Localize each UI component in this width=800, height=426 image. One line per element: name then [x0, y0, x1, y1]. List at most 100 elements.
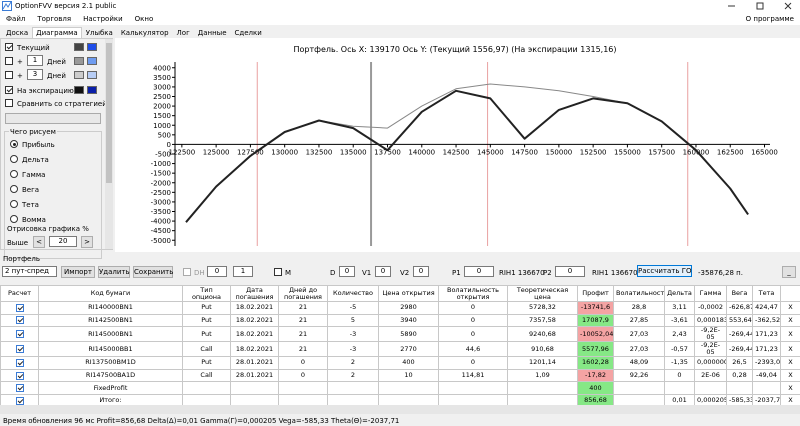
input[interactable]: 0: [375, 266, 391, 277]
delete-cell[interactable]: X: [780, 326, 800, 343]
checkbox[interactable]: [15, 345, 24, 354]
input[interactable]: 0: [413, 266, 429, 277]
checkbox[interactable]: [15, 316, 24, 325]
swatch[interactable]: [74, 71, 84, 79]
checkbox[interactable]: [5, 99, 13, 107]
swatch[interactable]: [74, 57, 84, 65]
x-tick-label: 130000: [271, 148, 298, 156]
decrement-button[interactable]: <: [33, 236, 45, 248]
swatch[interactable]: [87, 57, 97, 65]
checkbox[interactable]: [183, 268, 191, 276]
table-cell: 27,03: [613, 341, 665, 358]
checkbox[interactable]: [5, 71, 13, 79]
label: RIH1 136670: [592, 269, 638, 277]
swatch[interactable]: [87, 71, 97, 79]
radio-label: Дельта: [22, 156, 49, 164]
table-cell: 28.01.2021: [230, 368, 279, 383]
window-title: OptionFVV версия 2.1 public: [15, 2, 117, 10]
column-header: Теоретическая цена: [507, 285, 578, 302]
table-cell: [726, 381, 753, 395]
group-box: Чего рисуем Прибыль Дельта Гамма Вега Тета Во…: [4, 128, 102, 259]
checkbox[interactable]: [15, 384, 24, 393]
dh-input[interactable]: 1: [233, 266, 253, 277]
y-tick-label: -4500: [151, 227, 171, 235]
import-button[interactable]: Импорт: [61, 266, 95, 278]
table-cell: FixedProfit: [38, 381, 183, 395]
y-tick-label: 3500: [153, 74, 171, 82]
checkbox[interactable]: [5, 43, 13, 51]
profit-cell: 856,68: [577, 393, 614, 408]
checkbox[interactable]: [15, 303, 24, 312]
tab[interactable]: Данные: [197, 29, 227, 37]
h-scrollbar[interactable]: [0, 405, 800, 414]
checkbox[interactable]: [15, 330, 24, 339]
calc-cell: [0, 301, 39, 315]
checkbox[interactable]: [15, 358, 24, 367]
table-cell: 2,43: [664, 326, 695, 343]
tab[interactable]: Доска: [6, 29, 29, 37]
swatch[interactable]: [74, 43, 84, 51]
tab[interactable]: Сделки: [234, 29, 262, 37]
minimize-button[interactable]: _: [782, 266, 796, 278]
checkbox[interactable]: [15, 396, 24, 405]
table-cell: 28,8: [613, 301, 665, 315]
strategy-select[interactable]: 2 пут-спред: [2, 266, 57, 277]
window-controls[interactable]: [720, 0, 800, 12]
delete-cell[interactable]: X: [780, 381, 800, 395]
radio[interactable]: [10, 140, 18, 148]
menu-item[interactable]: Настройки: [83, 15, 123, 23]
scrollbar[interactable]: [105, 39, 113, 249]
increment-button[interactable]: >: [81, 236, 93, 248]
menu-item[interactable]: Файл: [6, 15, 26, 23]
tab[interactable]: Калькулятор: [120, 29, 169, 37]
radio[interactable]: [10, 215, 18, 223]
menu-item[interactable]: Торговля: [37, 15, 72, 23]
days-input[interactable]: 3: [27, 69, 43, 80]
swatch[interactable]: [87, 86, 97, 94]
table-cell: 7357,58: [507, 313, 578, 328]
menu-item[interactable]: Окно: [134, 15, 154, 23]
input[interactable]: 0: [339, 266, 355, 277]
radio[interactable]: [10, 200, 18, 208]
calc-cell: [0, 368, 39, 383]
tab[interactable]: Лог: [176, 29, 190, 37]
radio[interactable]: [10, 155, 18, 163]
delete-button[interactable]: Удалить: [98, 266, 130, 278]
delete-cell[interactable]: X: [780, 341, 800, 358]
table-cell: 18.02.2021: [230, 301, 279, 315]
strategy-dropdown[interactable]: [5, 113, 101, 124]
radio[interactable]: [10, 170, 18, 178]
save-button[interactable]: Сохранить: [133, 266, 174, 278]
table-cell: 10: [378, 368, 439, 383]
y-tick-label: 0: [167, 141, 171, 149]
delete-cell[interactable]: X: [780, 313, 800, 328]
left-panel: Текущий + 1 Дней + 3 Дней На экспирацию Ср…: [0, 38, 113, 259]
tab[interactable]: Диаграмма: [32, 27, 82, 38]
calc-cell: [0, 341, 39, 358]
days-input[interactable]: 1: [27, 55, 43, 66]
table-cell: RI137500BM1D: [38, 356, 183, 370]
delete-cell[interactable]: X: [780, 301, 800, 315]
column-header: Дата погашения: [230, 285, 279, 302]
input[interactable]: 0: [555, 266, 585, 277]
swatch[interactable]: [87, 43, 97, 51]
tab[interactable]: Улыбка: [85, 29, 113, 37]
menu-about[interactable]: О программе: [745, 15, 794, 23]
column-header: Волатильность: [613, 285, 665, 302]
radio[interactable]: [10, 185, 18, 193]
delete-cell[interactable]: X: [780, 356, 800, 370]
delete-cell[interactable]: X: [780, 368, 800, 383]
checkbox[interactable]: [5, 57, 13, 65]
table-cell: 5: [327, 313, 379, 328]
x-tick-label: 160000: [683, 148, 710, 156]
above-input[interactable]: 20: [49, 236, 77, 247]
checkbox[interactable]: [274, 268, 282, 276]
checkbox[interactable]: [5, 86, 13, 94]
table-cell: [327, 381, 379, 395]
swatch[interactable]: [74, 86, 84, 94]
checkbox[interactable]: [15, 371, 24, 380]
group-title: Чего рисуем: [9, 128, 57, 136]
input[interactable]: 0: [464, 266, 494, 277]
calc-margin-button[interactable]: Рассчитать ГО: [637, 265, 692, 277]
dh-input[interactable]: 0: [207, 266, 227, 277]
